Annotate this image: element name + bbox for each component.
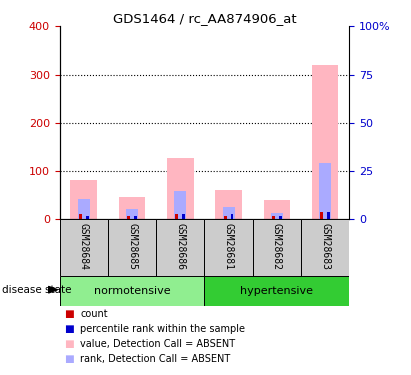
- Bar: [78, 199, 90, 219]
- Text: value, Detection Call = ABSENT: value, Detection Call = ABSENT: [80, 339, 235, 349]
- Bar: [108, 219, 156, 276]
- Bar: [263, 200, 290, 219]
- Bar: [134, 216, 137, 219]
- Bar: [204, 276, 349, 306]
- Bar: [320, 211, 323, 219]
- Bar: [301, 219, 349, 276]
- Text: GSM28681: GSM28681: [224, 223, 233, 270]
- Bar: [319, 164, 331, 219]
- Bar: [204, 219, 253, 276]
- Polygon shape: [48, 286, 58, 293]
- Bar: [224, 216, 227, 219]
- Bar: [85, 216, 89, 219]
- Bar: [215, 190, 242, 219]
- Bar: [231, 214, 233, 219]
- Bar: [223, 207, 235, 219]
- Text: ■: ■: [64, 354, 74, 364]
- Bar: [174, 191, 186, 219]
- Text: GSM28683: GSM28683: [320, 223, 330, 270]
- Text: ■: ■: [64, 339, 74, 349]
- Bar: [167, 158, 194, 219]
- Text: ■: ■: [64, 309, 74, 319]
- Text: ■: ■: [64, 324, 74, 334]
- Bar: [119, 197, 145, 219]
- Bar: [60, 219, 108, 276]
- Text: GSM28686: GSM28686: [175, 223, 185, 270]
- Bar: [127, 216, 130, 219]
- Text: GSM28685: GSM28685: [127, 223, 137, 270]
- Bar: [312, 65, 339, 219]
- Bar: [79, 214, 82, 219]
- Text: hypertensive: hypertensive: [240, 286, 314, 296]
- Bar: [126, 209, 138, 219]
- Text: GSM28682: GSM28682: [272, 223, 282, 270]
- Text: disease state: disease state: [2, 285, 72, 295]
- Bar: [60, 276, 205, 306]
- Text: normotensive: normotensive: [94, 286, 170, 296]
- Title: GDS1464 / rc_AA874906_at: GDS1464 / rc_AA874906_at: [113, 12, 296, 25]
- Bar: [175, 214, 178, 219]
- Bar: [279, 216, 282, 219]
- Text: percentile rank within the sample: percentile rank within the sample: [80, 324, 245, 334]
- Bar: [156, 219, 204, 276]
- Bar: [327, 211, 330, 219]
- Bar: [272, 216, 275, 219]
- Text: count: count: [80, 309, 108, 319]
- Bar: [70, 180, 97, 219]
- Text: rank, Detection Call = ABSENT: rank, Detection Call = ABSENT: [80, 354, 231, 364]
- Bar: [271, 213, 283, 219]
- Text: GSM28684: GSM28684: [79, 223, 89, 270]
- Bar: [182, 214, 185, 219]
- Bar: [253, 219, 301, 276]
